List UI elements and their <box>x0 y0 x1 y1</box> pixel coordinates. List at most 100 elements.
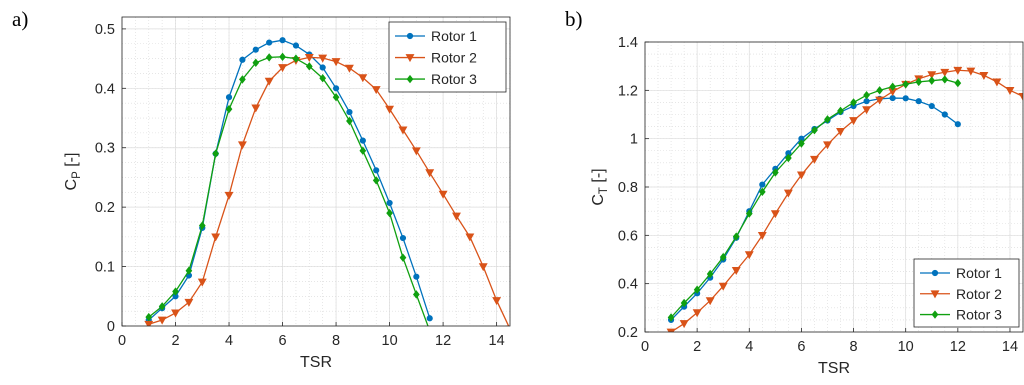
ct-point-rotor-3 <box>941 75 949 84</box>
ct-ytick-label: 0.4 <box>618 277 638 293</box>
cp-legend-label-rotor-1: Rotor 1 <box>431 28 477 44</box>
cp-xlabel: TSR <box>300 354 332 371</box>
ct-point-rotor-3 <box>732 232 740 241</box>
ct-ylabel: CT [-] <box>590 168 610 205</box>
cp-point-rotor-3 <box>319 74 327 83</box>
cp-xtick-label: 14 <box>489 333 505 349</box>
ct-point-rotor-3 <box>771 168 779 177</box>
ct-xtick-label: 2 <box>693 339 701 355</box>
cp-point-rotor-3 <box>372 176 380 185</box>
ct-point-rotor-2 <box>849 117 859 126</box>
cp-point-rotor-3 <box>185 266 193 275</box>
ct-point-rotor-3 <box>693 285 701 294</box>
ct-series-group <box>666 66 1023 332</box>
cp-xtick-label: 6 <box>279 333 287 349</box>
cp-ytick-label: 0.3 <box>95 141 115 157</box>
ct-ytick-label: 1.2 <box>618 83 638 99</box>
cp-point-rotor-2 <box>304 54 314 63</box>
ct-ytick-label: 1 <box>630 132 638 148</box>
ct-legend-marker-rotor-3 <box>931 310 939 319</box>
cp-xtick-label: 2 <box>171 333 179 349</box>
ct-point-rotor-2 <box>875 96 885 105</box>
ct-legend-marker-rotor-2 <box>930 290 940 299</box>
cp-point-rotor-3 <box>158 302 166 311</box>
cp-point-rotor-2 <box>157 316 167 325</box>
ct-ytick-label: 1.4 <box>618 35 638 51</box>
cp-point-rotor-2 <box>358 74 368 83</box>
ct-point-rotor-1 <box>902 95 909 102</box>
cp-point-rotor-3 <box>427 327 432 334</box>
ct-point-rotor-3 <box>680 298 688 308</box>
ct-point-rotor-3 <box>667 313 675 322</box>
ct-point-rotor-2 <box>940 68 950 77</box>
cp-point-rotor-2 <box>171 309 180 318</box>
ct-point-rotor-1 <box>941 111 948 118</box>
cp-point-rotor-3 <box>332 93 340 102</box>
cp-point-rotor-2 <box>331 58 341 67</box>
ct-ytick-label: 0.6 <box>618 228 638 244</box>
cp-legend-marker-rotor-2 <box>405 54 415 63</box>
cp-line-rotor-1 <box>148 39 431 321</box>
ct-legend-label-rotor-1: Rotor 1 <box>956 265 1002 281</box>
ct-point-rotor-2 <box>966 67 976 76</box>
cp-point-rotor-1 <box>359 137 366 144</box>
cp-point-rotor-2 <box>251 104 261 113</box>
ct-point-rotor-3 <box>850 98 857 107</box>
ct-point-rotor-2 <box>979 71 989 80</box>
cp-point-rotor-2 <box>144 320 154 326</box>
ct-ytick-label: 0.8 <box>618 180 638 196</box>
ct-point-rotor-2 <box>927 71 937 80</box>
cp-xtick-label: 0 <box>118 333 126 349</box>
ct-point-rotor-1 <box>889 94 896 102</box>
cp-point-rotor-2 <box>425 169 435 178</box>
cp-point-rotor-2 <box>211 233 221 242</box>
ct-point-rotor-2 <box>862 106 872 115</box>
ct-point-rotor-3 <box>876 86 883 95</box>
ct-legend-label-rotor-3: Rotor 3 <box>956 307 1002 323</box>
ct-legend-box <box>913 258 1020 328</box>
cp-point-rotor-1 <box>266 39 273 46</box>
ct-point-rotor-3 <box>863 90 870 100</box>
cp-point-rotor-1 <box>292 42 300 49</box>
ct-ylabel-main: C <box>590 194 607 206</box>
ct-point-rotor-2 <box>809 155 819 164</box>
cp-point-rotor-1 <box>426 315 433 322</box>
cp-point-rotor-3 <box>359 146 367 155</box>
ct-point-rotor-3 <box>954 78 962 88</box>
ct-point-rotor-2 <box>836 128 845 137</box>
cp-axes-box <box>121 16 511 327</box>
cp-point-rotor-3 <box>145 312 153 322</box>
ct-point-rotor-2 <box>823 141 832 150</box>
cp-point-rotor-2 <box>318 54 328 63</box>
ct-point-rotor-3 <box>811 126 818 135</box>
ct-point-rotor-2 <box>992 78 1002 87</box>
ct-xtick-label: 10 <box>898 339 914 355</box>
cp-ytick-label: 0 <box>107 319 115 335</box>
cp-point-rotor-3 <box>252 58 260 67</box>
ct-point-rotor-2 <box>953 66 963 75</box>
cp-point-rotor-1 <box>332 85 340 92</box>
ct-xtick-label: 8 <box>850 339 858 355</box>
cp-point-rotor-2 <box>371 86 381 95</box>
cp-legend-label-rotor-3: Rotor 3 <box>431 71 477 87</box>
cp-point-rotor-3 <box>265 53 273 62</box>
cp-point-rotor-2 <box>278 64 288 73</box>
cp-ylabel: CP [-] <box>63 153 83 191</box>
cp-point-rotor-2 <box>197 278 207 287</box>
ct-point-rotor-3 <box>889 82 897 91</box>
ct-point-rotor-2 <box>1018 92 1023 102</box>
ct-point-rotor-2 <box>796 171 806 180</box>
ct-point-rotor-2 <box>1005 86 1015 95</box>
cp-point-rotor-1 <box>399 234 407 242</box>
ct-point-rotor-3 <box>785 153 792 163</box>
cp-point-rotor-3 <box>386 208 393 218</box>
ct-xtick-label: 12 <box>950 339 966 355</box>
cp-point-rotor-3 <box>279 52 286 62</box>
cp-ytick-label: 0.1 <box>95 260 115 276</box>
ct-xlabel: TSR <box>818 360 850 377</box>
cp-line-rotor-2 <box>148 56 510 326</box>
panel-label-a: a) <box>12 7 29 31</box>
cp-series-group <box>144 37 510 334</box>
cp-point-rotor-1 <box>279 37 286 44</box>
cp-point-rotor-2 <box>385 105 395 114</box>
